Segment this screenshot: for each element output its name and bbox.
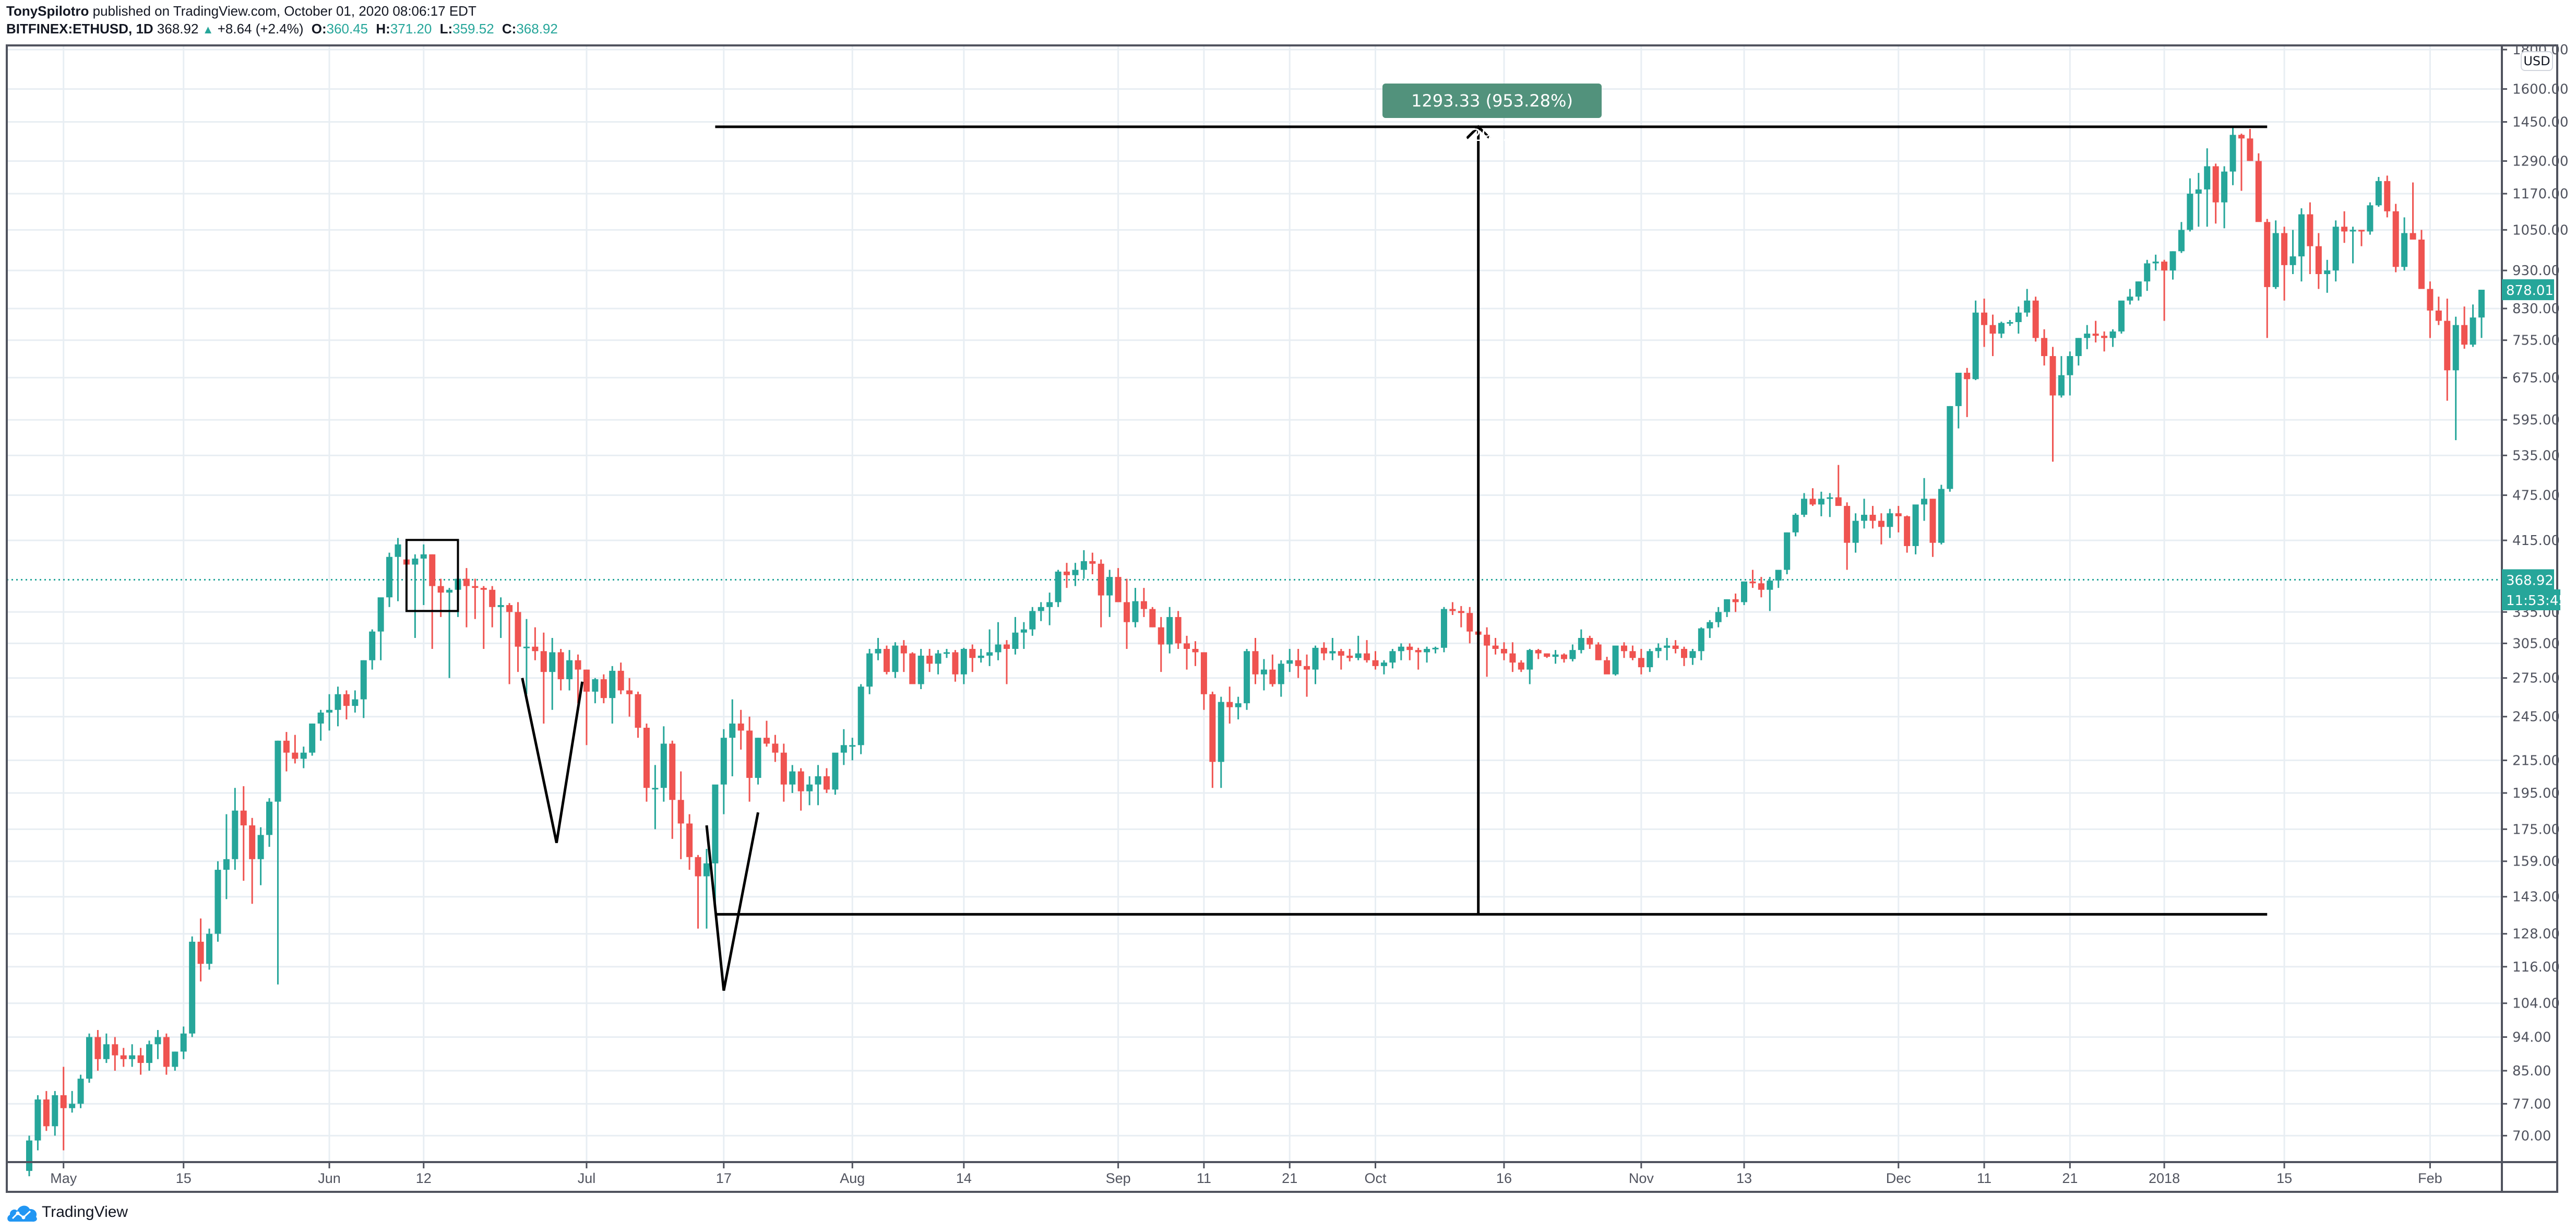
up-triangle-icon: ▲ [202, 23, 214, 36]
price-tick-label: 85.00 [2512, 1063, 2551, 1079]
time-tick-label: 12 [416, 1170, 432, 1186]
price-tick-label: 475.00 [2512, 488, 2560, 504]
rectangle-drawing [405, 539, 459, 612]
brand-name: TradingView [42, 1203, 128, 1221]
time-axis[interactable]: May 15 Jun 12 Jul 17 Aug 14 Sep 11 21 Oct 16 Nov 13 Dec… [50, 1162, 2442, 1186]
published-text: published on TradingView.com, October 01… [92, 3, 476, 19]
time-tick-label: May [50, 1170, 77, 1186]
time-tick-label: 16 [1496, 1170, 1512, 1186]
time-tick-label: Feb [2418, 1170, 2442, 1186]
symbol-legend: BITFINEX:ETHUSD, 1D 368.92 ▲ +8.64 (+2.4… [6, 21, 558, 37]
v-pattern-drawing [705, 812, 760, 991]
high-label: H: [376, 21, 390, 37]
v-pattern-drawing [521, 678, 584, 843]
price-marker-label: 11:53:45 [2506, 593, 2567, 609]
time-tick-label: 13 [1736, 1170, 1752, 1186]
time-tick-label: Sep [1106, 1170, 1131, 1186]
chart-frame [6, 44, 2558, 1193]
price-tick-label: 143.00 [2512, 890, 2560, 905]
time-tick-label: Oct [1365, 1170, 1387, 1186]
price-tick-label: 245.00 [2512, 709, 2560, 725]
candlestick-series [26, 126, 2485, 1177]
time-tick-label: 11 [1977, 1170, 1991, 1186]
price-tick-label: 675.00 [2512, 370, 2560, 386]
price-marker-label: 368.92 [2506, 573, 2554, 588]
drawing-tools[interactable] [405, 125, 2268, 991]
close-value: 368.92 [516, 21, 558, 37]
price-tick-label: 535.00 [2512, 448, 2560, 464]
price-tick-label: 1450.00 [2512, 115, 2569, 131]
price-tick-label: 70.00 [2512, 1128, 2551, 1144]
price-tick-label: 116.00 [2512, 960, 2560, 975]
price-tick-label: 175.00 [2512, 822, 2560, 837]
open-value: 360.45 [326, 21, 368, 37]
time-tick-label: 21 [2062, 1170, 2078, 1186]
price-tick-label: 305.00 [2512, 636, 2560, 652]
last-price: 368.92 [157, 21, 199, 37]
price-marker-label: 878.01 [2506, 283, 2554, 299]
price-tick-label: 215.00 [2512, 753, 2560, 768]
price-tick-label: 415.00 [2512, 533, 2560, 549]
price-tick-label: 830.00 [2512, 301, 2560, 317]
grid-lines [7, 45, 2502, 1162]
price-range-measure-label: 1293.33 (953.28%) 129333 [1382, 84, 1602, 145]
time-tick-label: Jul [578, 1170, 596, 1186]
price-tick-label: 1600.00 [2512, 81, 2569, 97]
tradingview-logo[interactable]: TradingView [6, 1202, 128, 1223]
time-tick-label: 15 [2276, 1170, 2292, 1186]
price-tick-label: 104.00 [2512, 996, 2560, 1012]
price-change: +8.64 (+2.4%) [217, 21, 304, 37]
time-tick-label: 21 [1282, 1170, 1297, 1186]
open-label: O: [311, 21, 327, 37]
price-tick-label: 159.00 [2512, 854, 2560, 870]
time-tick-label: Aug [840, 1170, 865, 1186]
time-tick-label: 14 [956, 1170, 972, 1186]
price-tick-label: 195.00 [2512, 786, 2560, 801]
author-name[interactable]: TonySpilotro [6, 3, 89, 19]
tradingview-cloud-icon [7, 1205, 37, 1222]
time-tick-label: Dec [1886, 1170, 1911, 1186]
price-tick-label: 1170.00 [2512, 186, 2569, 202]
time-tick-label: 17 [716, 1170, 732, 1186]
publisher-line: TonySpilotro published on TradingView.co… [6, 3, 476, 19]
low-label: L: [439, 21, 453, 37]
time-tick-label: 15 [176, 1170, 192, 1186]
time-tick-label: Nov [1629, 1170, 1654, 1186]
currency-badge[interactable]: USD [2521, 51, 2553, 71]
time-tick-label: 11 [1197, 1170, 1211, 1186]
price-tick-label: 94.00 [2512, 1030, 2551, 1046]
price-tick-label: 77.00 [2512, 1096, 2551, 1112]
price-tick-label: 1050.00 [2512, 222, 2569, 238]
price-tick-label: 128.00 [2512, 927, 2560, 942]
low-value: 359.52 [452, 21, 494, 37]
time-tick-label: Jun [318, 1170, 341, 1186]
price-tick-label: 1290.00 [2512, 153, 2569, 169]
time-tick-label: 2018 [2149, 1170, 2180, 1186]
price-tick-label: 930.00 [2512, 263, 2560, 279]
price-tick-label: 755.00 [2512, 333, 2560, 349]
close-label: C: [502, 21, 517, 37]
price-tick-label: 275.00 [2512, 671, 2560, 686]
arrow-head-icon [1465, 125, 1491, 139]
symbol-title: BITFINEX:ETHUSD, 1D [6, 21, 153, 37]
price-axis[interactable]: 1800.001600.001450.001290.001170.001050.… [2502, 42, 2569, 1144]
price-tick-label: 595.00 [2512, 412, 2560, 428]
high-value: 371.20 [390, 21, 432, 37]
